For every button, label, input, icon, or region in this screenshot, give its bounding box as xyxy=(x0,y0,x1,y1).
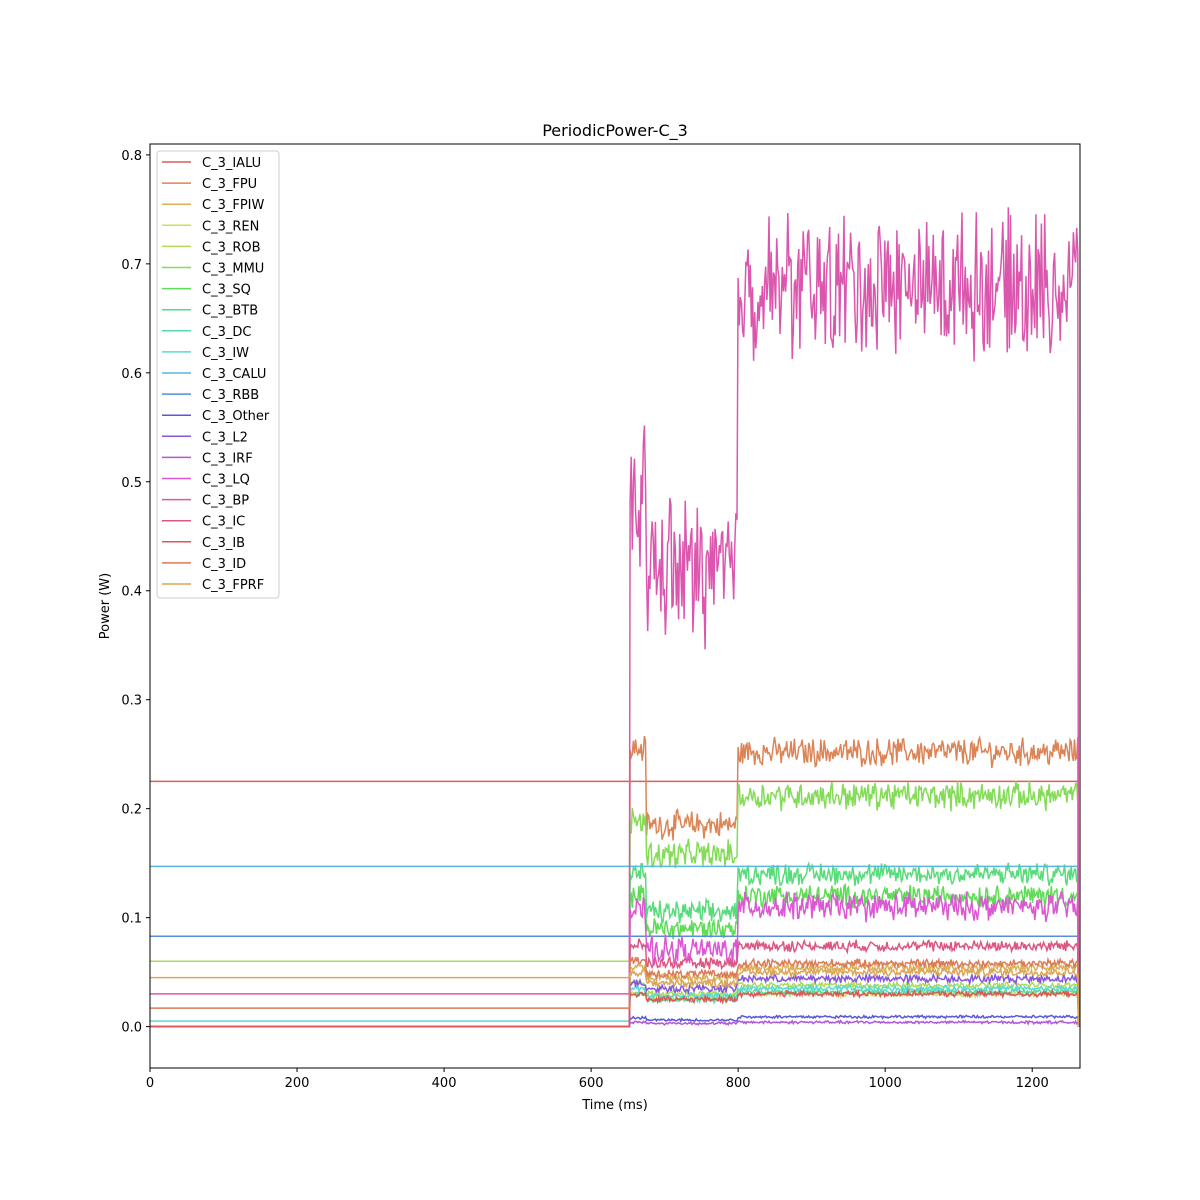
y-tick-label: 0.0 xyxy=(121,1021,142,1036)
legend-entry: C_3_IRF xyxy=(162,451,253,466)
legend-label: C_3_BP xyxy=(202,494,249,509)
legend-label: C_3_REN xyxy=(202,219,259,234)
legend-label: C_3_FPRF xyxy=(202,578,264,593)
legend-items: C_3_IALU C_3_FPU C_3_FPIW C_3_REN C_3_ROB C_3… xyxy=(162,156,270,593)
legend-entry: C_3_LQ xyxy=(162,473,250,488)
legend: C_3_IALU C_3_FPU C_3_FPIW C_3_REN C_3_ROB C_3… xyxy=(156,150,280,599)
legend-label: C_3_FPIW xyxy=(202,198,264,213)
x-tick-label: 0 xyxy=(146,1076,154,1091)
y-tick-label: 0.6 xyxy=(121,367,142,382)
series-layer xyxy=(150,207,1080,1028)
y-tick-label: 0.4 xyxy=(121,585,142,600)
series-line-c_3_btb xyxy=(150,861,1080,1028)
series-line-c_3_fpiw xyxy=(150,960,1080,1028)
series-line-c_3_ic xyxy=(150,938,1080,1028)
legend-entry: C_3_REN xyxy=(162,219,259,234)
x-tick-label: 1200 xyxy=(1016,1076,1049,1091)
y-tick-label: 0.7 xyxy=(121,258,142,273)
y-tick-label: 0.5 xyxy=(121,476,142,491)
series-line-c_3_rbb xyxy=(150,935,1080,1027)
legend-label: C_3_BTB xyxy=(202,304,258,319)
series-line-c_3_irf xyxy=(150,1019,1080,1028)
legend-entry: C_3_IW xyxy=(162,346,249,361)
legend-frame xyxy=(156,150,280,599)
legend-label: C_3_IB xyxy=(202,536,245,551)
legend-label: C_3_IALU xyxy=(202,156,261,171)
series-line-c_3_mmu xyxy=(150,780,1080,1028)
legend-label: C_3_FPU xyxy=(202,177,257,192)
x-tick-label: 400 xyxy=(432,1076,457,1091)
series-line-c_3_ib xyxy=(150,987,1080,1028)
legend-entry: C_3_MMU xyxy=(162,262,264,277)
legend-label: C_3_CALU xyxy=(202,367,266,382)
legend-label: C_3_LQ xyxy=(202,473,250,488)
legend-entry: C_3_Other xyxy=(162,409,270,424)
y-tick-label: 0.3 xyxy=(121,694,142,709)
series-line-c_3_lq xyxy=(150,891,1080,1028)
legend-entry: C_3_IALU xyxy=(162,156,261,171)
legend-label: C_3_ID xyxy=(202,557,246,572)
legend-label: C_3_L2 xyxy=(202,430,248,445)
legend-label: C_3_IW xyxy=(202,346,249,361)
x-axis-title: Time (ms) xyxy=(581,1098,648,1113)
legend-entry: C_3_BP xyxy=(162,494,249,509)
legend-entry: C_3_ROB xyxy=(162,240,261,255)
series-line-c_3_iw xyxy=(150,983,1080,1027)
legend-label: C_3_Other xyxy=(202,409,270,424)
x-tick-label: 600 xyxy=(579,1076,604,1091)
legend-entry: C_3_ID xyxy=(162,557,246,572)
legend-label: C_3_ROB xyxy=(202,240,261,255)
legend-entry: C_3_L2 xyxy=(162,430,248,445)
axis-ticks: 0 200 400 600 800 1000 1200 0.0 0.1 0.2 0.3 0.4 0.5 0… xyxy=(121,149,1048,1091)
legend-label: C_3_DC xyxy=(202,325,251,340)
y-tick-label: 0.1 xyxy=(121,912,142,927)
legend-entry: C_3_IB xyxy=(162,536,245,551)
series-line-c_3_fprf xyxy=(150,965,1080,1027)
legend-entry: C_3_SQ xyxy=(162,283,251,298)
chart-title: PeriodicPower-C_3 xyxy=(542,121,688,141)
series-line-c_3_other xyxy=(150,1014,1080,1028)
series-line-c_3_ialu xyxy=(150,780,1080,1027)
y-axis-title: Power (W) xyxy=(98,573,113,639)
legend-entry: C_3_CALU xyxy=(162,367,266,382)
series-line-c_3_id xyxy=(150,956,1080,1027)
x-tick-label: 800 xyxy=(726,1076,751,1091)
y-tick-label: 0.2 xyxy=(121,803,142,818)
legend-entry: C_3_FPRF xyxy=(162,578,264,593)
legend-entry: C_3_FPU xyxy=(162,177,257,192)
legend-entry: C_3_BTB xyxy=(162,304,258,319)
legend-entry: C_3_IC xyxy=(162,515,245,530)
plot-frame xyxy=(149,143,1081,1069)
x-tick-label: 1000 xyxy=(869,1076,902,1091)
legend-entry: C_3_RBB xyxy=(162,388,259,403)
legend-label: C_3_IRF xyxy=(202,451,253,466)
legend-label: C_3_RBB xyxy=(202,388,259,403)
legend-entry: C_3_DC xyxy=(162,325,251,340)
y-tick-label: 0.8 xyxy=(121,149,142,164)
legend-label: C_3_IC xyxy=(202,515,245,530)
legend-entry: C_3_FPIW xyxy=(162,198,264,213)
series-line-c_3_bp xyxy=(150,207,1080,1027)
series-line-c_3_calu xyxy=(150,865,1080,1027)
series-line-c_3_fpu xyxy=(150,735,1080,1028)
legend-label: C_3_SQ xyxy=(202,283,251,298)
legend-label: C_3_MMU xyxy=(202,262,264,277)
x-tick-label: 200 xyxy=(285,1076,310,1091)
